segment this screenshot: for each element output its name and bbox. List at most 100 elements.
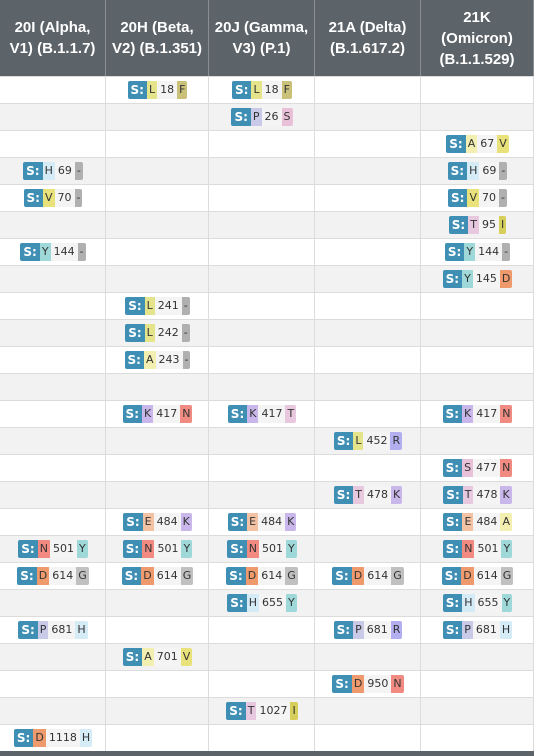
table-cell: S: L 18 F bbox=[106, 77, 209, 103]
mutation-badge[interactable]: S: P 681 H bbox=[18, 621, 88, 639]
mutation-badge[interactable]: S: L 452 R bbox=[333, 432, 403, 450]
mutation-badge[interactable]: S: V 70- bbox=[23, 189, 83, 207]
table-cell bbox=[315, 725, 421, 751]
ref-amino-acid: L bbox=[353, 432, 364, 450]
table-cell: S: K 417 N bbox=[106, 401, 209, 427]
mutation-badge[interactable]: S: E 484 K bbox=[227, 513, 297, 531]
table-cell: S: T 95 I bbox=[421, 212, 534, 238]
table-cell bbox=[421, 644, 534, 670]
mutation-badge[interactable]: S: D 614 G bbox=[121, 567, 194, 585]
mutation-badge[interactable]: S: L 241- bbox=[125, 297, 190, 315]
gene-label: S: bbox=[444, 243, 465, 261]
column-header-line: 20H (Beta, bbox=[120, 19, 194, 36]
ref-amino-acid: P bbox=[250, 108, 262, 126]
alt-amino-acid: R bbox=[390, 432, 403, 450]
table-cell bbox=[106, 374, 209, 400]
mutation-badge[interactable]: S: Y 144- bbox=[444, 243, 511, 261]
alt-amino-acid: - bbox=[181, 324, 190, 342]
mutation-badge[interactable]: S: L 18 F bbox=[232, 81, 292, 99]
mutation-badge[interactable]: S: H 69- bbox=[23, 162, 83, 180]
mutation-badge[interactable]: S: T 1027 I bbox=[226, 702, 298, 720]
mutation-position: 701 bbox=[153, 648, 181, 666]
mutation-badge[interactable]: S: A 67 V bbox=[446, 135, 509, 153]
mutation-position: 70 bbox=[479, 189, 499, 207]
mutation-badge[interactable]: S: D 614 G bbox=[17, 567, 89, 585]
mutation-badge[interactable]: S: S 477 N bbox=[442, 459, 513, 477]
column-header-line: (B.1.1.529) bbox=[439, 50, 515, 68]
gene-label: S: bbox=[441, 567, 462, 585]
ref-amino-acid: H bbox=[42, 162, 55, 180]
mutation-badge[interactable]: S: H 69- bbox=[447, 162, 508, 180]
mutation-badge[interactable]: S: H 655 Y bbox=[442, 594, 513, 612]
mutation-badge[interactable]: S: N 501 Y bbox=[227, 540, 297, 558]
mutation-badge[interactable]: S: T 478 K bbox=[333, 486, 403, 504]
mutation-badge[interactable]: S: K 417 N bbox=[442, 405, 513, 423]
mutation-position: 1027 bbox=[256, 702, 291, 720]
mutation-badge[interactable]: S: D 614 G bbox=[226, 567, 298, 585]
table-cell bbox=[315, 104, 421, 130]
table-row: S: K 417 N S: K 417 T S: K 417 N bbox=[0, 400, 534, 427]
mutation-badge[interactable]: S: P 26 S bbox=[231, 108, 293, 126]
mutation-badge[interactable]: S: A 243- bbox=[124, 351, 191, 369]
mutation-badge[interactable]: S: T 95 I bbox=[448, 216, 507, 234]
ref-amino-acid: A bbox=[143, 351, 156, 369]
table-cell bbox=[209, 320, 315, 346]
mutation-badge[interactable]: S: A 701 V bbox=[122, 648, 193, 666]
table-row: S: T 1027 I bbox=[0, 697, 534, 724]
column-header: 20I (Alpha, V1) (B.1.1.7) bbox=[0, 0, 106, 76]
table-cell bbox=[209, 455, 315, 481]
mutation-badge[interactable]: S: D 1118 H bbox=[13, 729, 93, 747]
mutation-badge[interactable]: S: D 614 G bbox=[441, 567, 514, 585]
table-cell bbox=[0, 428, 106, 454]
ref-amino-acid: P bbox=[353, 621, 364, 639]
mutation-badge[interactable]: S: D 950 N bbox=[332, 675, 404, 693]
mutation-badge[interactable]: S: T 478 K bbox=[443, 486, 512, 504]
mutation-position: 501 bbox=[258, 540, 286, 558]
gene-label: S: bbox=[226, 567, 246, 585]
ref-amino-acid: N bbox=[246, 540, 259, 558]
alt-amino-acid: I bbox=[290, 702, 298, 720]
mutation-badge[interactable]: S: P 681 R bbox=[333, 621, 403, 639]
table-cell bbox=[106, 698, 209, 724]
table-cell: S: D 950 N bbox=[315, 671, 421, 697]
mutation-badge[interactable]: S: E 484 A bbox=[443, 513, 512, 531]
mutation-badge[interactable]: S: N 501 Y bbox=[442, 540, 513, 558]
ref-amino-acid: Y bbox=[464, 243, 476, 261]
table-cell bbox=[209, 293, 315, 319]
mutation-badge[interactable]: S: N 501 Y bbox=[122, 540, 193, 558]
gene-label: S: bbox=[442, 594, 463, 612]
mutation-badge[interactable]: S: V 70- bbox=[448, 189, 507, 207]
table-cell: S: N 501 Y bbox=[421, 536, 534, 562]
mutation-badge[interactable]: S: L 242- bbox=[125, 324, 190, 342]
gene-label: S: bbox=[447, 162, 468, 180]
mutation-badge[interactable]: S: Y 145 D bbox=[442, 270, 513, 288]
mutation-badge[interactable]: S: K 417 N bbox=[122, 405, 193, 423]
table-cell bbox=[209, 266, 315, 292]
alt-amino-acid: K bbox=[180, 513, 192, 531]
mutation-badge[interactable]: S: K 417 T bbox=[227, 405, 297, 423]
mutation-position: 242 bbox=[154, 324, 182, 342]
mutation-badge[interactable]: S: N 501 Y bbox=[18, 540, 88, 558]
mutation-position: 614 bbox=[153, 567, 181, 585]
table-cell: S: A 701 V bbox=[106, 644, 209, 670]
table-row: S: A 67 V bbox=[0, 130, 534, 157]
ref-amino-acid: H bbox=[462, 594, 475, 612]
mutation-position: 417 bbox=[473, 405, 501, 423]
table-cell bbox=[209, 725, 315, 751]
mutation-position: 484 bbox=[473, 513, 501, 531]
gene-label: S: bbox=[442, 405, 462, 423]
mutation-badge[interactable]: S: D 614 G bbox=[332, 567, 404, 585]
mutation-badge[interactable]: S: E 484 K bbox=[123, 513, 192, 531]
table-cell bbox=[209, 239, 315, 265]
ref-amino-acid: D bbox=[36, 567, 50, 585]
mutation-badge[interactable]: S: L 18 F bbox=[127, 81, 188, 99]
table-row: S: H 655 Y S: H 655 Y bbox=[0, 589, 534, 616]
ref-amino-acid: E bbox=[142, 513, 154, 531]
table-cell bbox=[421, 104, 534, 130]
mutation-badge[interactable]: S: Y 144- bbox=[20, 243, 86, 261]
alt-amino-acid: T bbox=[285, 405, 297, 423]
mutation-badge[interactable]: S: H 655 Y bbox=[227, 594, 297, 612]
table-cell bbox=[315, 509, 421, 535]
ref-amino-acid: K bbox=[247, 405, 259, 423]
mutation-badge[interactable]: S: P 681 H bbox=[442, 621, 513, 639]
